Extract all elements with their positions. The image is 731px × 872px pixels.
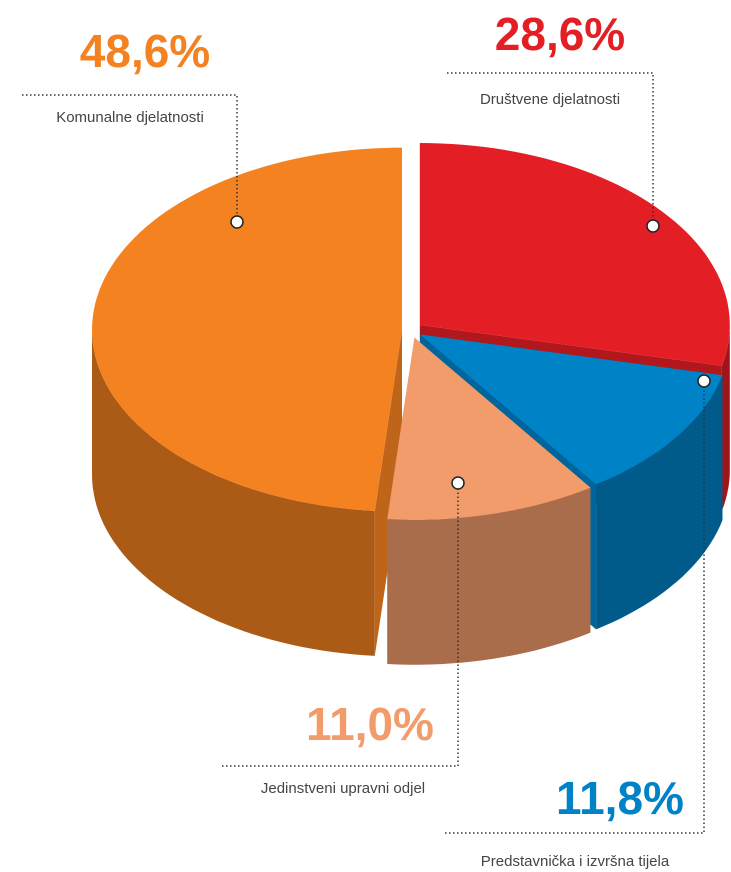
leader-dot — [646, 219, 660, 233]
leader-line — [222, 483, 459, 767]
leader-line — [447, 72, 654, 226]
category-label: Komunalne djelatnosti — [56, 109, 204, 126]
slice-cut-face — [374, 329, 402, 656]
slice — [387, 337, 591, 520]
category-label: Predstavnička i izvršna tijela — [481, 853, 670, 870]
slice — [92, 147, 402, 511]
slice — [420, 334, 723, 485]
value-label: 28,6% — [495, 8, 625, 60]
slice — [419, 143, 730, 366]
slice-wall — [596, 375, 723, 630]
value-label: 11,8% — [556, 772, 684, 824]
leader-dot — [697, 374, 711, 388]
category-label: Društvene djelatnosti — [480, 91, 620, 108]
leader-dot — [451, 476, 465, 490]
category-label: Jedinstveni upravni odjel — [261, 780, 425, 797]
value-label: 11,0% — [306, 698, 434, 750]
slice-wall — [721, 325, 730, 511]
slice — [387, 337, 591, 665]
slice-wall — [92, 329, 375, 656]
leader-line — [445, 381, 705, 834]
leader-dot — [230, 215, 244, 229]
slice — [92, 147, 402, 656]
value-label: 48,6% — [80, 25, 210, 77]
slice-wall — [387, 487, 591, 665]
